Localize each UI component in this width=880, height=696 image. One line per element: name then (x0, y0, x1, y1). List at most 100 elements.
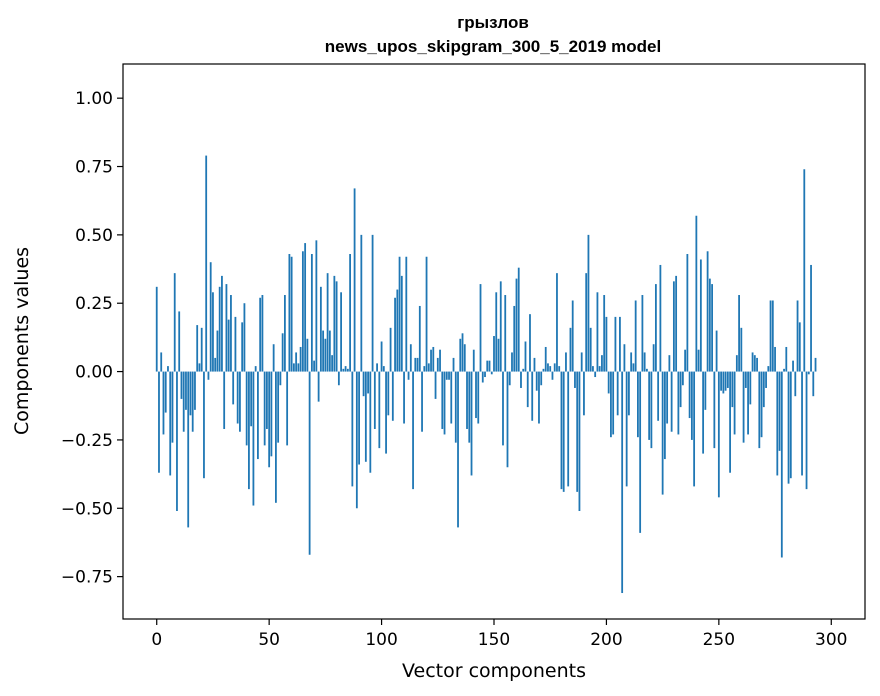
bar (792, 360, 794, 372)
bar (531, 371, 534, 421)
y-axis-ticks: −0.75 −0.50 −0.25 0.00 0.25 0.50 0.75 1.00 (61, 89, 123, 588)
bar (762, 371, 765, 408)
bar (250, 371, 253, 427)
bar (304, 243, 307, 372)
bar (225, 284, 228, 372)
bar (497, 338, 500, 372)
bar (421, 371, 423, 432)
bar (506, 371, 509, 468)
bar (441, 371, 444, 429)
bar (704, 371, 707, 410)
bar (326, 273, 329, 372)
bar (690, 371, 693, 440)
bar (722, 371, 725, 394)
bar (623, 344, 626, 372)
bar (389, 327, 392, 372)
bar (520, 371, 522, 388)
bar (212, 292, 214, 372)
bar (218, 286, 221, 372)
bar (205, 155, 208, 372)
chart-subtitle: news_upos_skipgram_300_5_2019 model (325, 37, 661, 56)
bar (805, 371, 808, 490)
bar (432, 346, 435, 372)
bar (362, 371, 365, 397)
bar (162, 371, 165, 435)
bar (702, 371, 705, 454)
bar (583, 371, 585, 416)
y-tick-label: 0.75 (75, 158, 113, 178)
bar (295, 352, 298, 372)
bar (364, 371, 367, 462)
x-axis-label: Vector components (402, 660, 586, 682)
bar (742, 371, 745, 443)
bar (785, 346, 788, 372)
bar (594, 371, 597, 378)
bar (430, 349, 432, 372)
bar (391, 371, 394, 421)
bar (639, 371, 642, 533)
bar (160, 352, 163, 372)
x-axis-ticks: 0 50 100 150 200 250 300 (151, 619, 847, 650)
bar (495, 292, 498, 372)
bar (349, 254, 351, 372)
bar (726, 371, 729, 388)
x-tick-label: 200 (590, 630, 622, 650)
bar (283, 295, 286, 372)
bar (697, 349, 700, 372)
bar (744, 371, 747, 388)
bar (243, 303, 246, 372)
bar (425, 256, 428, 372)
bar (553, 363, 556, 372)
bar (798, 322, 801, 372)
bar (290, 256, 293, 372)
bar (376, 363, 378, 372)
bar (753, 355, 756, 372)
bar (540, 371, 543, 386)
bar (252, 371, 255, 506)
bar (765, 371, 767, 388)
bar (648, 371, 651, 440)
bar (400, 275, 403, 372)
bar (646, 368, 648, 372)
bar (735, 355, 738, 372)
bar (407, 371, 410, 380)
bar (371, 234, 374, 372)
bar (551, 371, 554, 380)
bar (504, 295, 507, 372)
bar (297, 363, 300, 372)
bar (470, 371, 473, 476)
bar (266, 371, 268, 429)
bar (292, 363, 295, 372)
bar (167, 366, 169, 372)
bar (524, 341, 527, 372)
bar (344, 366, 347, 372)
bar (367, 371, 369, 394)
chart-title: грызлов (457, 13, 529, 32)
bar (758, 371, 761, 449)
bar (331, 355, 334, 372)
bar (713, 371, 716, 449)
bar (652, 344, 655, 372)
bar (286, 371, 289, 446)
bar (556, 273, 558, 372)
y-tick-label: −0.25 (61, 431, 113, 451)
bar (412, 371, 414, 490)
bar (598, 366, 601, 372)
bar (670, 371, 673, 432)
bar (699, 259, 702, 372)
bar (490, 371, 493, 375)
bar (423, 366, 426, 372)
bar (801, 371, 803, 476)
bar (787, 371, 790, 484)
bar (769, 300, 772, 372)
bar (445, 371, 448, 380)
y-tick-label: 0.50 (75, 226, 113, 246)
bar (209, 262, 212, 372)
bar (756, 357, 758, 372)
bar (760, 371, 763, 438)
bar (542, 368, 545, 372)
bar (234, 316, 237, 372)
bar (236, 371, 239, 424)
bar (740, 327, 743, 372)
bar (679, 371, 682, 408)
